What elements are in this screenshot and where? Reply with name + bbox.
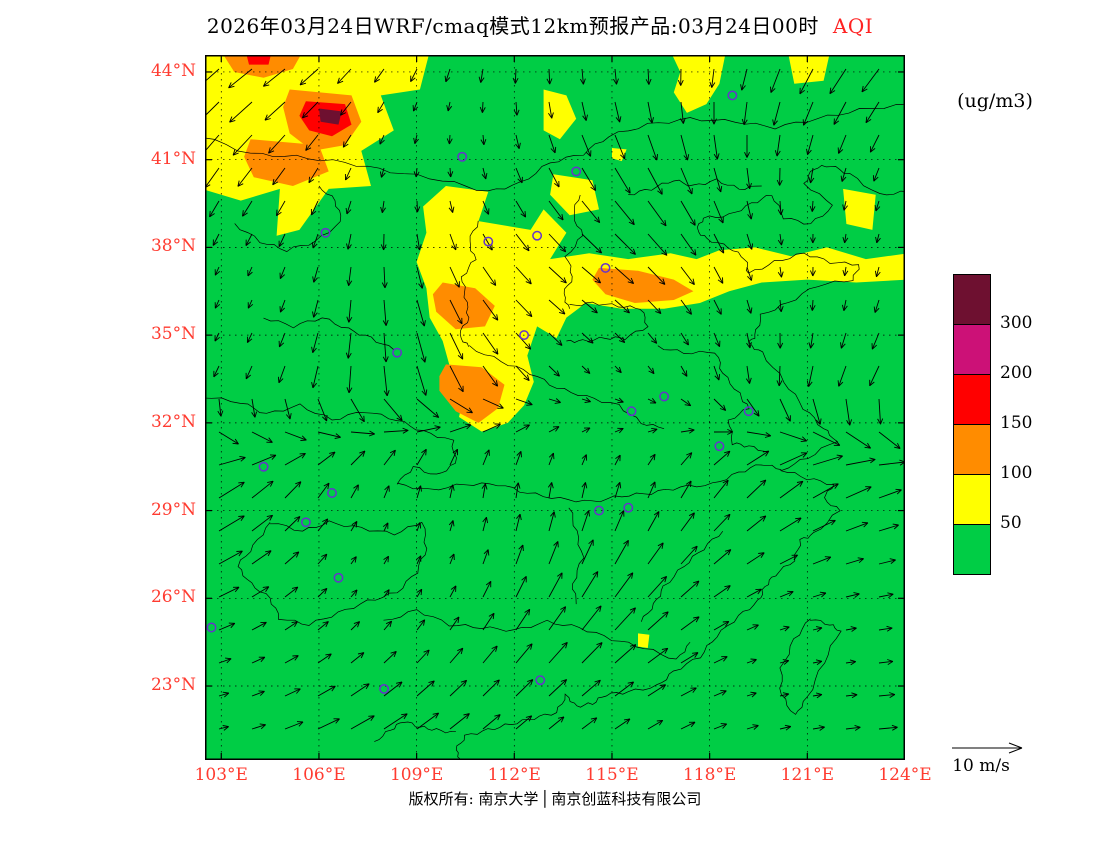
lat-tick-label: 41°N	[150, 148, 196, 169]
title-pollutant-label: AQI	[832, 14, 874, 38]
copyright-separator: │	[540, 790, 550, 808]
copyright-left: 版权所有: 南京大学	[408, 790, 539, 808]
legend-color-cell	[953, 474, 991, 525]
legend-tick-label: 50	[1000, 513, 1022, 533]
copyright-line: 版权所有: 南京大学 │ 南京创蓝科技有限公司	[205, 788, 905, 809]
legend-color-cell	[953, 324, 991, 375]
page-title: 2026年03月24日WRF/cmaq模式12km预报产品:03月24日00时 A…	[0, 10, 1080, 39]
wind-scale-arrow-icon	[952, 742, 1023, 754]
lat-tick-label: 23°N	[150, 675, 196, 696]
lon-tick-label: 103°E	[194, 765, 248, 785]
lon-tick-label: 106°E	[292, 765, 346, 785]
lat-tick-label: 26°N	[150, 587, 196, 608]
legend-color-cell	[953, 424, 991, 475]
lon-tick-label: 124°E	[878, 765, 932, 785]
legend-color-cell	[953, 524, 991, 575]
lon-tick-label: 118°E	[682, 765, 737, 785]
legend-tick-label: 300	[1000, 313, 1033, 333]
title-text: 2026年03月24日WRF/cmaq模式12km预报产品:03月24日00时	[206, 14, 819, 38]
units-label: (ug/m3)	[957, 90, 1033, 112]
legend-tick-label: 200	[1000, 363, 1033, 383]
legend-color-cell	[953, 274, 991, 325]
lat-tick-label: 35°N	[150, 324, 196, 345]
lat-tick-label: 38°N	[150, 236, 196, 257]
lat-tick-label: 32°N	[150, 411, 196, 432]
lat-tick-label: 44°N	[150, 60, 196, 81]
legend-color-cell	[953, 374, 991, 425]
copyright-right: 南京创蓝科技有限公司	[551, 790, 702, 808]
legend-tick-label: 150	[1000, 413, 1033, 433]
lon-tick-label: 121°E	[780, 765, 834, 785]
wind-scale-label: 10 m/s	[952, 756, 1010, 776]
lon-tick-label: 109°E	[389, 765, 444, 785]
lat-tick-label: 29°N	[150, 499, 196, 520]
lon-tick-label: 112°E	[487, 765, 541, 785]
aqi-map	[205, 55, 905, 760]
lon-tick-label: 115°E	[585, 765, 639, 785]
legend-tick-label: 100	[1000, 463, 1033, 483]
